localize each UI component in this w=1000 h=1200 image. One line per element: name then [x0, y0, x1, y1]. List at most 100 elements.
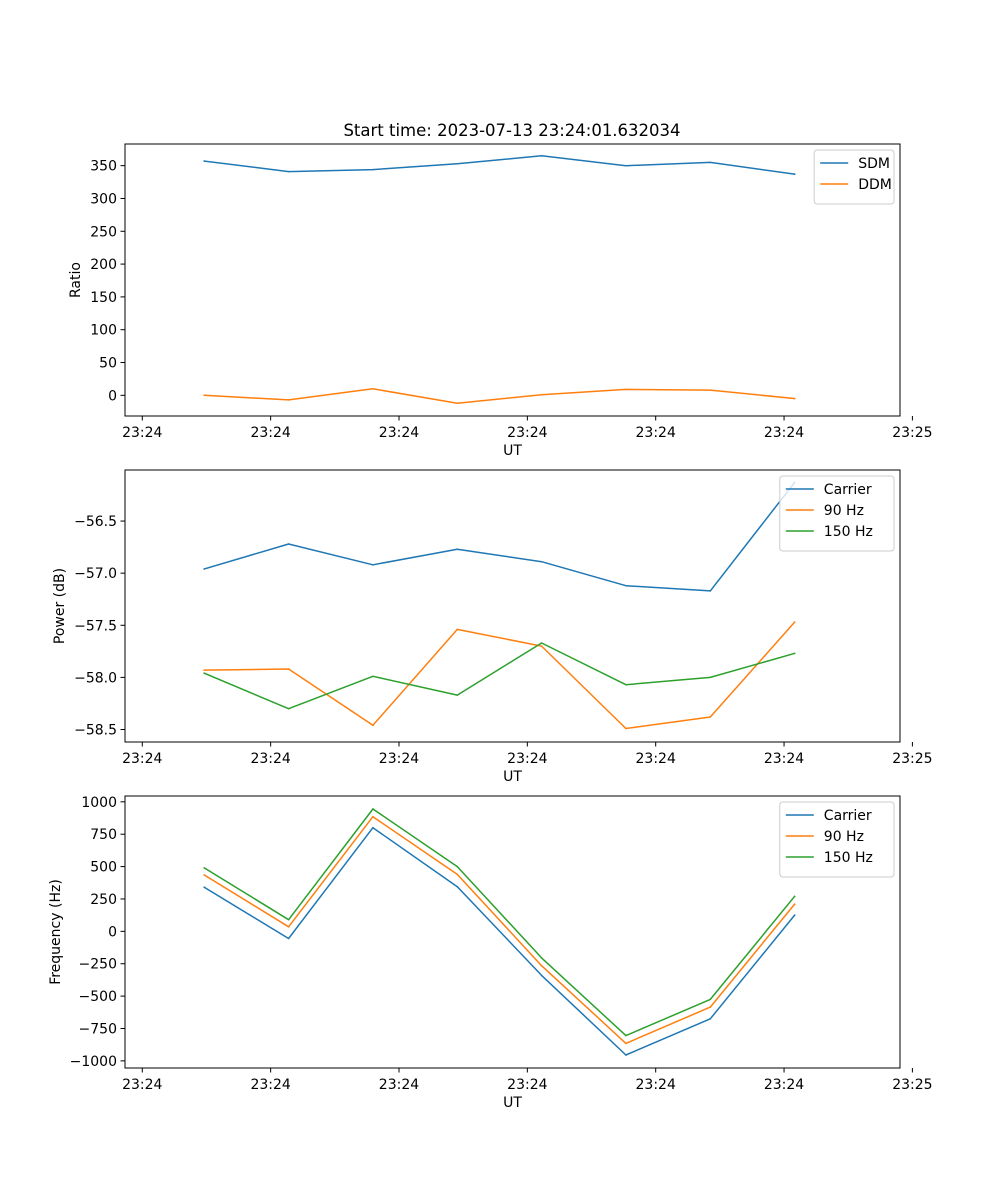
data-point	[456, 873, 459, 876]
data-point	[203, 568, 206, 570]
x-tick-label: 23:24	[636, 751, 676, 767]
x-tick-label: 23:24	[250, 751, 290, 767]
y-tick-label: 500	[90, 860, 117, 876]
legend: SDM DDM	[813, 149, 895, 205]
x-tick-label: 23:24	[379, 751, 419, 767]
y-tick-label: −750	[79, 1021, 117, 1037]
data-point	[203, 867, 206, 869]
x-tick-label: 23:24	[250, 425, 290, 441]
series-line-150-hz	[203, 808, 796, 1037]
y-tick-label: −1000	[70, 1054, 117, 1070]
x-tick-label: 23:24	[764, 1077, 804, 1093]
data-point	[203, 874, 206, 876]
data-point	[709, 1006, 712, 1008]
y-axis-label: Power (dB)	[52, 568, 68, 644]
data-point	[709, 716, 712, 718]
x-axis-label: UT	[503, 443, 522, 459]
x-tick-label: 23:24	[122, 751, 162, 767]
x-tick-label: 23:24	[379, 425, 419, 441]
data-point	[456, 885, 459, 888]
data-point	[287, 937, 290, 940]
legend-entry: 90 Hz	[824, 829, 864, 845]
data-point	[709, 389, 712, 391]
data-point	[372, 826, 374, 829]
legend: Carrier 90 Hz 150 Hz	[779, 475, 895, 552]
y-tick-label: 50	[99, 356, 117, 372]
series-line-sdm	[203, 155, 796, 176]
data-point	[625, 164, 627, 167]
data-point	[203, 669, 206, 671]
data-point	[456, 402, 459, 405]
data-point	[709, 998, 712, 1001]
data-point	[793, 173, 796, 175]
data-point	[287, 399, 290, 401]
data-point	[372, 387, 374, 390]
data-point	[287, 668, 290, 670]
y-tick-label: 350	[90, 159, 117, 175]
axes-frame	[124, 469, 901, 743]
data-point	[372, 168, 374, 171]
data-point	[203, 672, 206, 675]
y-tick-label: 200	[90, 257, 117, 273]
x-tick-label: 23:25	[892, 751, 932, 767]
y-tick-label: 0	[108, 388, 117, 404]
x-tick-label: 23:24	[764, 425, 804, 441]
data-point	[372, 808, 374, 810]
y-tick-label: −56.5	[74, 514, 117, 530]
data-point	[287, 170, 290, 173]
x-tick-label: 23:25	[892, 425, 932, 441]
data-point	[456, 548, 459, 551]
data-point	[456, 694, 459, 696]
x-tick-label: 23:24	[507, 425, 547, 441]
power-panel: −58.5 −58.0 −57.5 −57.0 −56.5 23:24 23:24 23:24…	[52, 469, 933, 785]
legend-entry: DDM	[858, 177, 892, 193]
data-point	[625, 727, 627, 730]
legend-entry: Carrier	[824, 808, 872, 824]
x-tick-label: 23:24	[250, 1077, 290, 1093]
data-point	[372, 564, 374, 566]
data-point	[793, 914, 796, 916]
y-tick-label: 250	[90, 892, 117, 908]
data-point	[540, 645, 543, 647]
data-point	[203, 394, 206, 397]
y-tick-label: 1000	[81, 795, 117, 811]
x-tick-label: 23:25	[892, 1077, 932, 1093]
y-axis-label: Frequency (Hz)	[48, 879, 64, 985]
data-point	[709, 590, 712, 592]
data-point	[625, 1054, 627, 1056]
ratio-panel: 0 50 100 150 200 250 300 350 23:24 23:24 23:24 23:2…	[68, 143, 933, 459]
data-point	[625, 683, 627, 686]
data-point	[540, 957, 543, 959]
y-tick-label: 0	[108, 924, 117, 940]
series-line-150-hz	[203, 642, 796, 710]
data-point	[372, 724, 374, 727]
data-point	[456, 628, 459, 631]
x-tick-label: 23:24	[122, 1077, 162, 1093]
data-point	[793, 652, 796, 655]
legend-entry: 150 Hz	[824, 524, 873, 540]
y-tick-label: 150	[90, 290, 117, 306]
y-tick-label: 250	[90, 224, 117, 240]
data-point	[372, 815, 374, 818]
data-point	[203, 160, 206, 162]
data-point	[287, 926, 290, 928]
y-tick-label: −250	[79, 957, 117, 973]
x-tick-label: 23:24	[507, 1077, 547, 1093]
series-line-carrier	[203, 826, 796, 1056]
x-axis-label: UT	[503, 769, 522, 785]
data-point	[540, 974, 543, 977]
x-tick-label: 23:24	[379, 1077, 419, 1093]
legend: Carrier 90 Hz 150 Hz	[779, 801, 895, 878]
data-point	[456, 865, 459, 868]
y-tick-label: −57.5	[74, 618, 117, 634]
y-tick-label: 750	[90, 827, 117, 843]
legend-entry: Carrier	[824, 482, 872, 498]
axes-frame	[124, 795, 901, 1069]
data-point	[793, 621, 796, 623]
data-point	[625, 1042, 627, 1045]
series-line-carrier	[203, 481, 796, 592]
chart-title: Start time: 2023-07-13 23:24:01.632034	[343, 121, 680, 140]
x-tick-label: 23:24	[507, 751, 547, 767]
data-point	[540, 393, 543, 396]
series-line-90-hz	[203, 815, 796, 1045]
